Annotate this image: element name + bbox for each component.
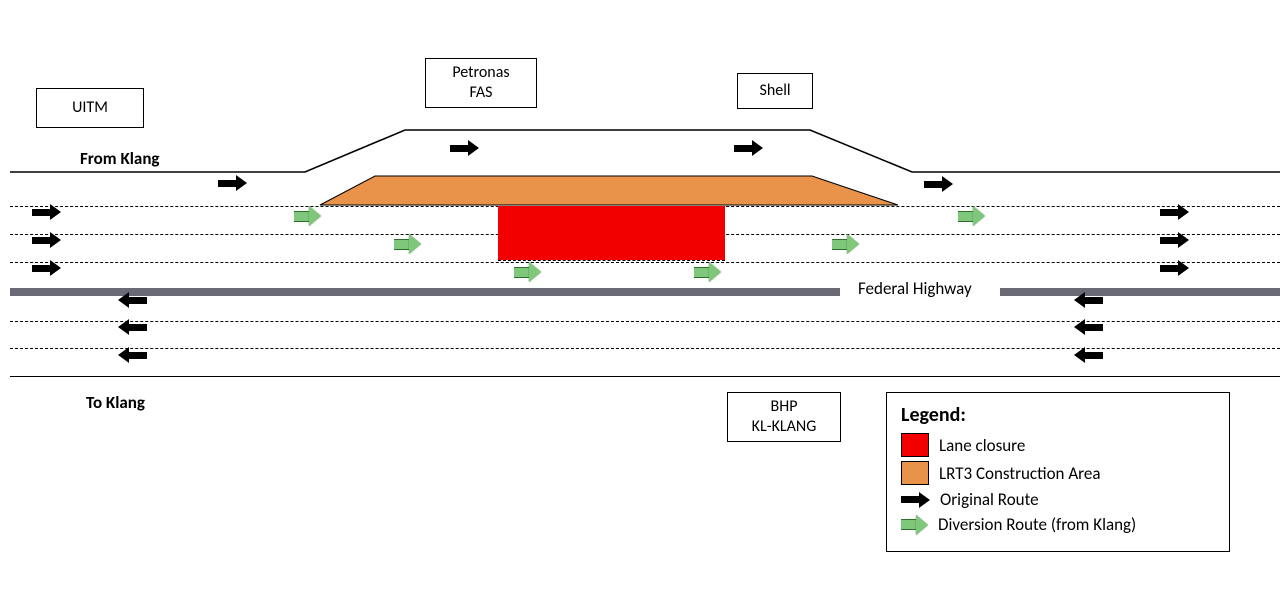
legend-row-lrt3: LRT3 Construction Area bbox=[901, 461, 1215, 485]
legend-swatch-lrt3 bbox=[901, 461, 929, 485]
legend-arrow-black bbox=[901, 492, 930, 508]
arrow-original-6 bbox=[32, 260, 61, 276]
legend-label-closure: Lane closure bbox=[939, 435, 1025, 456]
legend-arrow-green bbox=[901, 515, 928, 535]
arrow-original-8 bbox=[1160, 232, 1189, 248]
arrow-return-4 bbox=[1074, 319, 1103, 335]
arrow-original-7 bbox=[1160, 204, 1189, 220]
road-bottom-edge bbox=[10, 376, 1280, 377]
legend-label-original: Original Route bbox=[940, 489, 1039, 510]
arrow-return-3 bbox=[1074, 292, 1103, 308]
arrow-diversion-4 bbox=[832, 234, 859, 254]
arrow-return-1 bbox=[118, 319, 147, 335]
arrow-return-5 bbox=[1074, 347, 1103, 363]
legend-box: Legend: Lane closure LRT3 Construction A… bbox=[886, 392, 1230, 552]
lane-dash-3 bbox=[10, 262, 1280, 263]
arrow-return-2 bbox=[118, 347, 147, 363]
legend-row-original: Original Route bbox=[901, 489, 1215, 510]
arrow-original-5 bbox=[32, 232, 61, 248]
arrow-original-1 bbox=[450, 140, 479, 156]
arrow-diversion-1 bbox=[394, 234, 421, 254]
arrow-original-2 bbox=[734, 140, 763, 156]
arrow-original-0 bbox=[218, 175, 247, 191]
legend-label-diversion: Diversion Route (from Klang) bbox=[938, 514, 1136, 535]
legend-swatch-closure bbox=[901, 433, 929, 457]
median-right bbox=[1000, 288, 1280, 296]
arrow-diversion-3 bbox=[694, 262, 721, 282]
legend-row-diversion: Diversion Route (from Klang) bbox=[901, 514, 1215, 535]
arrow-original-4 bbox=[32, 204, 61, 220]
arrow-diversion-0 bbox=[294, 206, 321, 226]
legend-label-lrt3: LRT3 Construction Area bbox=[939, 463, 1100, 484]
arrow-diversion-5 bbox=[958, 206, 985, 226]
legend-title: Legend: bbox=[901, 403, 1215, 427]
lane-closure-zone bbox=[498, 206, 725, 260]
arrow-return-0 bbox=[118, 292, 147, 308]
arrow-original-3 bbox=[924, 176, 953, 192]
legend-row-closure: Lane closure bbox=[901, 433, 1215, 457]
arrow-original-9 bbox=[1160, 260, 1189, 276]
arrow-diversion-2 bbox=[514, 262, 541, 282]
closure-bottom-dash bbox=[498, 260, 725, 261]
